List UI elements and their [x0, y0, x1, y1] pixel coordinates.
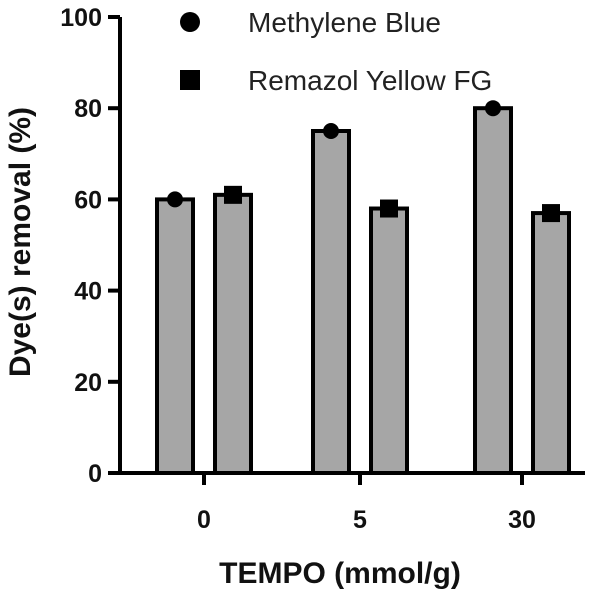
bar-remazol-yellow-0: [213, 192, 253, 475]
bars-layer: [155, 106, 571, 476]
marker-methylene-blue-0: [167, 191, 183, 208]
x-tick-label-30: 30: [508, 506, 536, 534]
bar-methylene-blue-5: [311, 129, 351, 475]
y-tick-label-20: 20: [74, 369, 102, 397]
y-tick-label-100: 100: [60, 4, 102, 32]
marker-remazol-yellow-0: [224, 185, 242, 204]
legend-label-remazol-yellow: Remazol Yellow FG: [248, 65, 492, 96]
axes: [108, 15, 585, 485]
marker-methylene-blue-5: [323, 123, 339, 139]
y-tick-label-0: 0: [88, 460, 102, 488]
x-tick-label-5: 5: [353, 506, 367, 534]
x-tick-label-0: 0: [197, 506, 211, 534]
legend-marker-remazol-yellow: [180, 70, 200, 90]
y-axis-title: Dye(s) removal (%): [4, 107, 37, 377]
marker-methylene-blue-30: [485, 100, 501, 117]
marker-remazol-yellow-5: [380, 199, 398, 218]
legend-marker-methylene-blue: [180, 12, 200, 32]
y-tick-label-80: 80: [74, 95, 102, 123]
y-tick-label-40: 40: [74, 278, 102, 306]
legend: Methylene Blue Remazol Yellow FG: [180, 7, 492, 96]
x-axis-title: TEMPO (mmol/g): [219, 557, 461, 590]
y-tick-label-60: 60: [74, 186, 102, 214]
bar-methylene-blue-30: [473, 106, 513, 475]
marker-remazol-yellow-30: [542, 204, 560, 223]
x-tick-labels: 0 5 30: [197, 506, 536, 534]
bar-methylene-blue-0: [155, 197, 195, 475]
legend-label-methylene-blue: Methylene Blue: [248, 7, 441, 38]
bar-remazol-yellow-5: [369, 206, 409, 476]
y-tick-labels: 0 20 40 60 80 100: [60, 4, 102, 488]
bar-remazol-yellow-30: [531, 211, 571, 476]
markers-layer: [167, 100, 560, 223]
